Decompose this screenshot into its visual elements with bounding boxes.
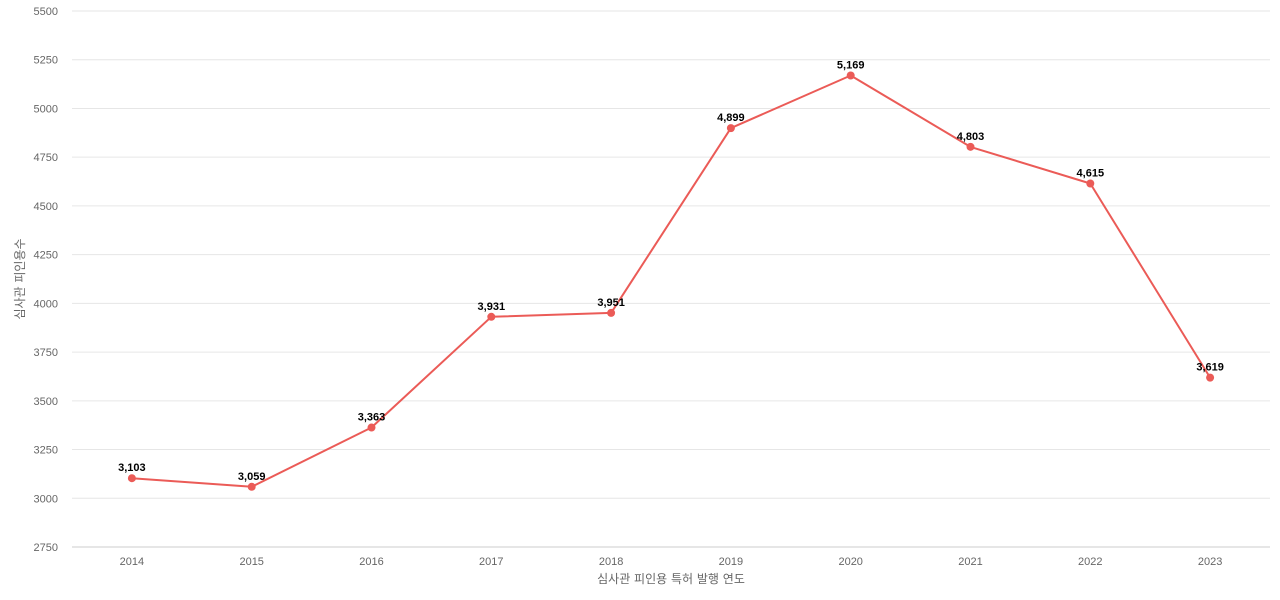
x-tick-label: 2016 (359, 556, 383, 568)
data-label: 3,951 (597, 297, 625, 309)
y-tick-label: 3250 (34, 445, 58, 457)
x-tick-label: 2014 (120, 556, 144, 568)
y-tick-label: 5500 (34, 6, 58, 18)
x-axis-ticks: 2014 2015 2016 2017 2018 2019 2020 2021 2022 2023 (120, 556, 1223, 568)
x-tick-label: 2018 (599, 556, 623, 568)
y-tick-label: 4750 (34, 152, 58, 164)
data-label: 3,363 (358, 412, 386, 424)
y-tick-label: 4500 (34, 201, 58, 213)
data-label: 4,803 (957, 131, 985, 143)
y-tick-label: 3500 (34, 396, 58, 408)
data-point[interactable] (367, 423, 376, 432)
data-point[interactable] (607, 308, 616, 317)
data-label: 4,615 (1077, 167, 1105, 179)
x-tick-label: 2017 (479, 556, 503, 568)
y-axis-title: 심사관 피인용수 (13, 238, 27, 319)
data-point[interactable] (127, 474, 136, 483)
grid-lines (72, 10, 1270, 499)
y-tick-label: 5250 (34, 55, 58, 67)
y-tick-label: 4250 (34, 250, 58, 262)
y-tick-label: 5000 (34, 103, 58, 115)
series-group (127, 71, 1215, 491)
data-point[interactable] (726, 124, 735, 133)
y-tick-label: 3750 (34, 347, 58, 359)
x-tick-label: 2022 (1078, 556, 1102, 568)
data-label: 3,059 (238, 471, 266, 483)
data-point[interactable] (247, 482, 256, 491)
y-tick-label: 4000 (34, 298, 58, 310)
x-axis-title: 심사관 피인용 특허 발행 연도 (597, 571, 745, 586)
x-tick-label: 2015 (239, 556, 263, 568)
data-label: 3,103 (118, 462, 146, 474)
x-tick-label: 2023 (1198, 556, 1222, 568)
data-label: 3,619 (1196, 362, 1224, 374)
data-point[interactable] (487, 312, 496, 321)
x-tick-label: 2020 (838, 556, 862, 568)
data-label: 3,931 (478, 301, 506, 313)
data-label: 4,899 (717, 112, 745, 124)
y-axis-ticks: 2750 3000 3250 3500 3750 4000 4250 4500 4750 5000… (34, 6, 58, 554)
data-point[interactable] (1086, 179, 1095, 188)
x-tick-label: 2019 (719, 556, 743, 568)
y-tick-label: 3000 (34, 493, 58, 505)
data-point[interactable] (846, 71, 855, 80)
data-labels-group: 3,103 3,059 3,363 3,931 3,951 4,899 5,169 4,803… (118, 60, 1224, 483)
data-point[interactable] (966, 142, 975, 151)
data-label: 5,169 (837, 60, 865, 72)
y-tick-label: 2750 (34, 542, 58, 554)
series-line (131, 74, 1211, 488)
data-point[interactable] (1206, 373, 1215, 382)
x-tick-label: 2021 (958, 556, 982, 568)
